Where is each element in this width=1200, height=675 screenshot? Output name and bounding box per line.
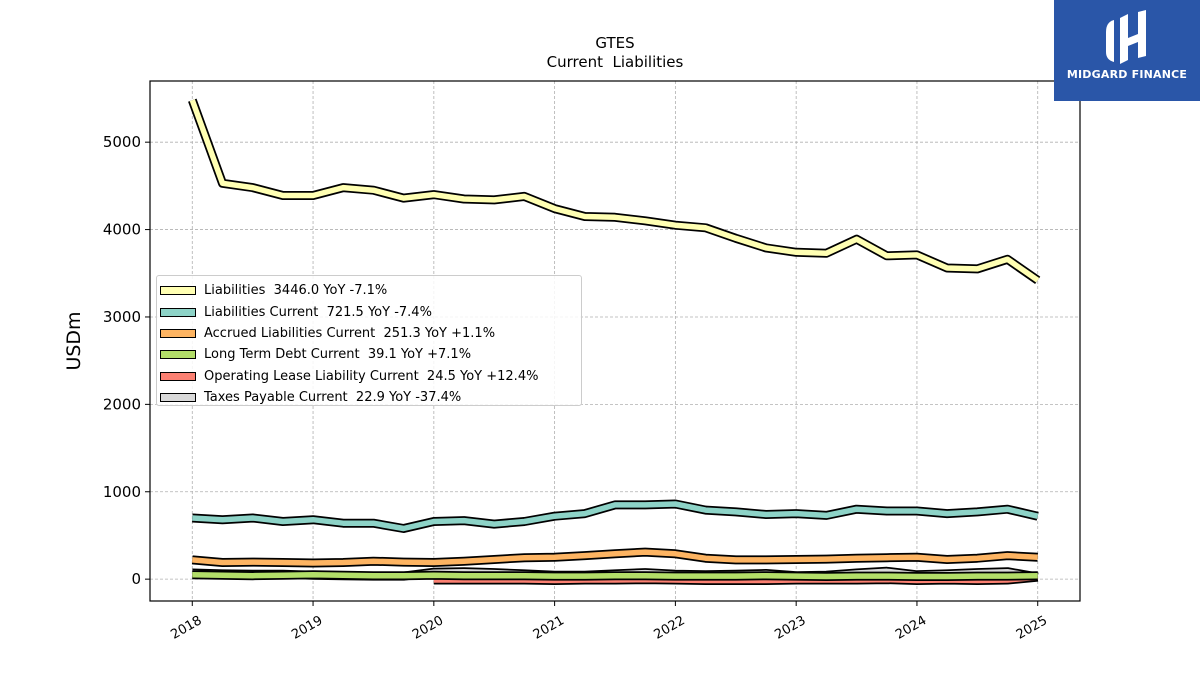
- y-tick-label: 1000: [103, 483, 141, 501]
- series-lines: [188, 98, 1041, 585]
- y-tick-label: 0: [131, 570, 141, 588]
- logo-mark-icon: [1106, 10, 1146, 64]
- x-tick-label: 2023: [772, 613, 808, 643]
- legend-item: Long Term Debt Current 39.1 YoY +7.1%: [157, 344, 581, 365]
- legend-swatch: [160, 307, 196, 317]
- y-tick-label: 4000: [103, 221, 141, 239]
- x-tick-label: 2018: [168, 613, 204, 643]
- legend: Liabilities 3446.0 YoY -7.1% Liabilities…: [156, 275, 582, 406]
- y-tick-label: 2000: [103, 395, 141, 413]
- y-axis-ticks: 0 1000 2000 3000 4000 5000: [103, 133, 150, 588]
- brand-logo: MIDGARD FINANCE: [1054, 0, 1200, 101]
- legend-label: Accrued Liabilities Current 251.3 YoY +1…: [204, 325, 496, 341]
- plot-frame: [149, 80, 1081, 602]
- legend-item: Accrued Liabilities Current 251.3 YoY +1…: [157, 323, 581, 344]
- legend-label: Operating Lease Liability Current 24.5 Y…: [204, 368, 539, 384]
- legend-item: Liabilities 3446.0 YoY -7.1%: [157, 280, 581, 301]
- x-tick-label: 2022: [652, 613, 688, 643]
- series-line: [191, 547, 1038, 568]
- legend-swatch: [160, 328, 196, 338]
- legend-item: Taxes Payable Current 22.9 YoY -37.4%: [157, 387, 581, 408]
- series-line: [192, 499, 1039, 533]
- x-tick-label: 2024: [893, 613, 929, 643]
- legend-swatch: [160, 286, 196, 296]
- series-stroke: [189, 99, 1040, 283]
- x-tick-label: 2021: [531, 613, 567, 643]
- series-stroke: [192, 572, 1038, 580]
- logo-name: MIDGARD FINANCE: [1066, 68, 1188, 81]
- legend-item: Liabilities Current 721.5 YoY -7.4%: [157, 301, 581, 322]
- legend-label: Long Term Debt Current 39.1 YoY +7.1%: [204, 347, 472, 363]
- x-tick-label: 2020: [410, 613, 446, 643]
- legend-swatch: [160, 393, 196, 403]
- chart-title: GTES: [595, 34, 634, 52]
- x-tick-label: 2025: [1014, 613, 1050, 643]
- x-tick-label: 2019: [289, 613, 325, 643]
- legend-label: Taxes Payable Current 22.9 YoY -37.4%: [204, 390, 462, 406]
- legend-label: Liabilities Current 721.5 YoY -7.4%: [204, 304, 432, 320]
- legend-swatch: [160, 350, 196, 360]
- chart-subtitle: Current Liabilities: [547, 53, 684, 71]
- legend-swatch: [160, 371, 196, 381]
- legend-item: Operating Lease Liability Current 24.5 Y…: [157, 366, 581, 387]
- y-tick-label: 3000: [103, 308, 141, 326]
- series-stroke: [192, 501, 1039, 532]
- legend-label: Liabilities 3446.0 YoY -7.1%: [204, 283, 388, 299]
- y-tick-label: 5000: [103, 133, 141, 151]
- x-axis-ticks: 2018 2019 2020 2021 2022 2023 2024 2025: [168, 601, 1050, 643]
- series-line: [192, 570, 1038, 581]
- series-stroke: [192, 549, 1038, 566]
- series-line: [188, 98, 1041, 284]
- y-axis-label: USDm: [63, 311, 85, 370]
